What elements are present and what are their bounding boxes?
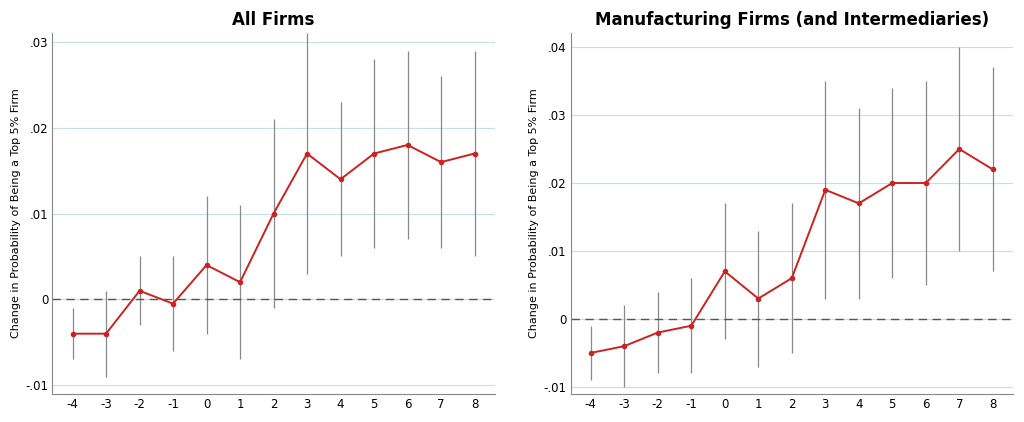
Title: Manufacturing Firms (and Intermediaries): Manufacturing Firms (and Intermediaries) [595, 11, 989, 29]
Title: All Firms: All Firms [232, 11, 314, 29]
Y-axis label: Change in Probability of Being a Top 5% Firm: Change in Probability of Being a Top 5% … [11, 89, 22, 338]
Y-axis label: Change in Probability of Being a Top 5% Firm: Change in Probability of Being a Top 5% … [529, 89, 540, 338]
